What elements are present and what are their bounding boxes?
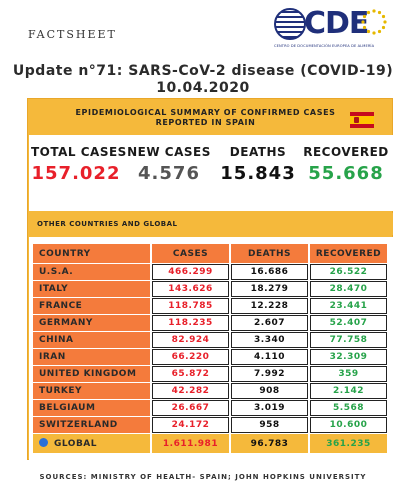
global-row: GLOBAL 1.611.981 96.783 361.235 [33, 434, 387, 453]
country-name: ITALY [33, 281, 150, 297]
table-row: BELGIAUM 26.667 3.019 5.568 [33, 400, 387, 416]
table-row: FRANCE 118.785 12.228 23.441 [33, 298, 387, 314]
factsheet-label: FACTSHEET [28, 28, 117, 41]
country-cases: 42.282 [152, 383, 229, 399]
stat-total-cases: TOTAL CASES 157.022 [31, 145, 127, 184]
deaths-label: DEATHS [229, 145, 287, 159]
summary-banner-text: EPIDEMIOLOGICAL SUMMARY OF CONFIRMED CAS… [75, 108, 336, 127]
page-date: 10.04.2020 [156, 80, 250, 96]
country-recovered: 359 [310, 366, 387, 382]
country-recovered: 10.600 [310, 417, 387, 433]
logo-text: CDE [304, 6, 369, 41]
country-recovered: 77.758 [310, 332, 387, 348]
table-row: GERMANY 118.235 2.607 52.407 [33, 315, 387, 331]
country-cases: 82.924 [152, 332, 229, 348]
country-recovered: 52.407 [310, 315, 387, 331]
country-cases: 466.299 [152, 264, 229, 280]
country-recovered: 32.309 [310, 349, 387, 365]
country-recovered: 5.568 [310, 400, 387, 416]
country-deaths: 18.279 [231, 281, 308, 297]
table-row: UNITED KINGDOM 65.872 7.992 359 [33, 366, 387, 382]
country-cases: 143.626 [152, 281, 229, 297]
country-name: SWITZERLAND [33, 417, 150, 433]
recovered-value: 55.668 [308, 163, 384, 184]
table-row: ITALY 143.626 18.279 28.470 [33, 281, 387, 297]
logo-subtitle: CENTRO DE DOCUMENTACIÓN EUROPEA DE ALMER… [274, 44, 375, 48]
country-name: CHINA [33, 332, 150, 348]
country-cases: 24.172 [152, 417, 229, 433]
country-cases: 65.872 [152, 366, 229, 382]
eu-stars-icon [361, 9, 387, 35]
sources-footer: SOURCES: MINISTRY OF HEALTH- SPAIN; JOHN… [39, 473, 367, 481]
country-cases: 118.235 [152, 315, 229, 331]
country-name: BELGIAUM [33, 400, 150, 416]
global-deaths: 96.783 [231, 434, 308, 453]
global-cases: 1.611.981 [152, 434, 229, 453]
stat-recovered: RECOVERED 55.668 [303, 145, 389, 184]
country-recovered: 26.522 [310, 264, 387, 280]
country-cases: 26.667 [152, 400, 229, 416]
table-row: SWITZERLAND 24.172 958 10.600 [33, 417, 387, 433]
deaths-value: 15.843 [220, 163, 296, 184]
factsheet-panel: EPIDEMIOLOGICAL SUMMARY OF CONFIRMED CAS… [27, 98, 393, 460]
logo-globe-icon [274, 8, 306, 40]
new-cases-value: 4.576 [138, 163, 200, 184]
table-row: TURKEY 42.282 908 2.142 [33, 383, 387, 399]
global-recovered: 361.235 [310, 434, 387, 453]
summary-banner: EPIDEMIOLOGICAL SUMMARY OF CONFIRMED CAS… [37, 104, 374, 132]
header-deaths: DEATHS [231, 244, 308, 263]
country-name: FRANCE [33, 298, 150, 314]
country-deaths: 3.019 [231, 400, 308, 416]
cde-logo: CDE CENTRO DE DOCUMENTACIÓN EUROPEA DE A… [274, 6, 394, 54]
country-deaths: 3.340 [231, 332, 308, 348]
stat-new-cases: NEW CASES 4.576 [127, 145, 211, 184]
country-recovered: 2.142 [310, 383, 387, 399]
recovered-label: RECOVERED [303, 145, 389, 159]
country-recovered: 23.441 [310, 298, 387, 314]
country-name: GERMANY [33, 315, 150, 331]
country-name: TURKEY [33, 383, 150, 399]
other-countries-banner: OTHER COUNTRIES AND GLOBAL [29, 213, 393, 235]
new-cases-label: NEW CASES [127, 145, 211, 159]
global-label: GLOBAL [54, 439, 98, 449]
globe-icon [39, 438, 48, 447]
country-deaths: 958 [231, 417, 308, 433]
table-row: IRAN 66.220 4.110 32.309 [33, 349, 387, 365]
country-recovered: 28.470 [310, 281, 387, 297]
country-name: U.S.A. [33, 264, 150, 280]
page-title: Update n°71: SARS-CoV-2 disease (COVID-1… [12, 63, 394, 79]
country-name: IRAN [33, 349, 150, 365]
country-deaths: 12.228 [231, 298, 308, 314]
total-cases-label: TOTAL CASES [31, 145, 127, 159]
spain-summary: TOTAL CASES 157.022 NEW CASES 4.576 DEAT… [29, 135, 393, 211]
stat-deaths: DEATHS 15.843 [219, 145, 297, 184]
header-cases: CASES [152, 244, 229, 263]
country-deaths: 16.686 [231, 264, 308, 280]
country-deaths: 908 [231, 383, 308, 399]
countries-table: COUNTRY CASES DEATHS RECOVERED U.S.A. 46… [31, 243, 389, 454]
country-deaths: 2.607 [231, 315, 308, 331]
country-deaths: 4.110 [231, 349, 308, 365]
country-deaths: 7.992 [231, 366, 308, 382]
table-row: CHINA 82.924 3.340 77.758 [33, 332, 387, 348]
global-label-cell: GLOBAL [33, 434, 150, 453]
country-cases: 118.785 [152, 298, 229, 314]
table-header-row: COUNTRY CASES DEATHS RECOVERED [33, 244, 387, 263]
header-recovered: RECOVERED [310, 244, 387, 263]
country-name: UNITED KINGDOM [33, 366, 150, 382]
spain-flag-icon [350, 112, 374, 128]
table-row: U.S.A. 466.299 16.686 26.522 [33, 264, 387, 280]
header-country: COUNTRY [33, 244, 150, 263]
total-cases-value: 157.022 [31, 163, 121, 184]
country-cases: 66.220 [152, 349, 229, 365]
